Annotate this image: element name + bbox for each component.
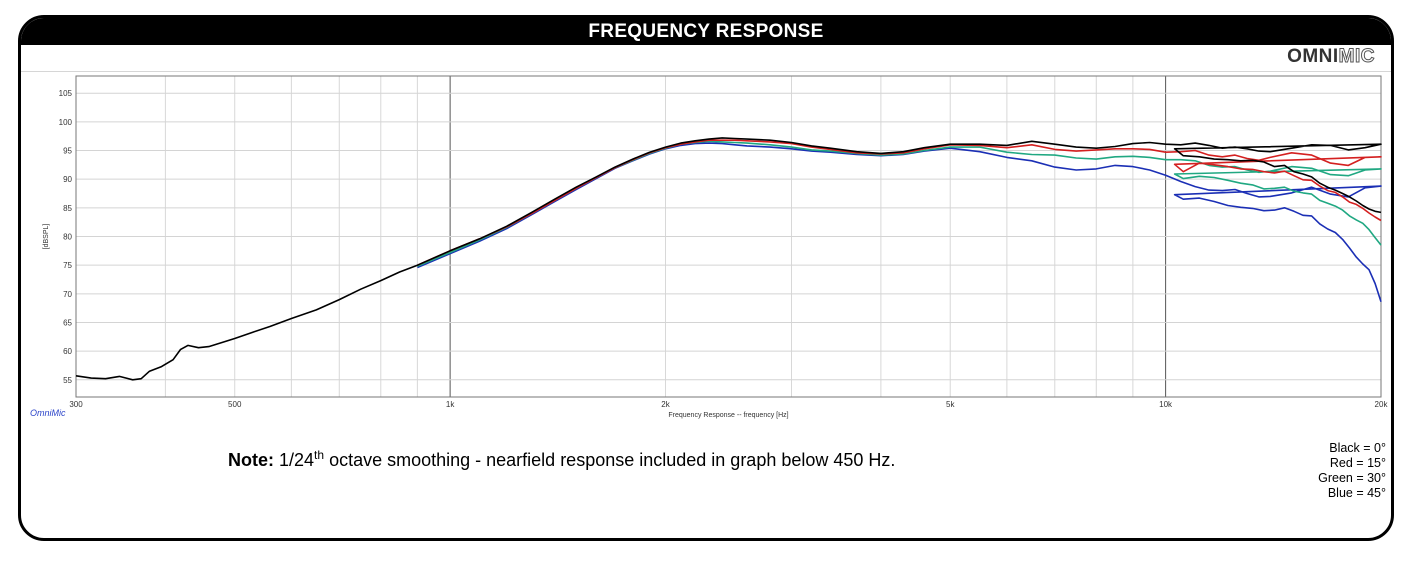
chart-title: FREQUENCY RESPONSE — [21, 18, 1391, 45]
x-tick-label: 5k — [946, 400, 955, 409]
omnimic-watermark: OmniMic — [30, 408, 66, 418]
x-tick-label: 20k — [1375, 400, 1389, 409]
y-tick-label: 95 — [63, 147, 72, 156]
legend-item-45: Blue = 45° — [1327, 486, 1386, 500]
series-line — [417, 142, 1382, 303]
x-axis-label: Frequency Response -- frequency [Hz] — [668, 412, 788, 419]
x-tick-label: 300 — [69, 400, 83, 409]
y-tick-label: 80 — [63, 233, 72, 242]
y-tick-label: 70 — [63, 290, 72, 299]
y-tick-label: 75 — [63, 261, 72, 270]
y-tick-label: 90 — [63, 175, 72, 184]
y-tick-label: 85 — [63, 204, 72, 213]
series-line — [75, 137, 1382, 381]
y-axis-label: [dBSPL] — [43, 224, 50, 250]
legend-item-30: Green = 30° — [1318, 471, 1386, 485]
smoothing-note: Note: 1/24th octave smoothing - nearfiel… — [228, 448, 896, 470]
y-tick-label: 60 — [63, 347, 72, 356]
brand-logo: OMNIMIC — [1287, 46, 1375, 68]
x-tick-label: 1k — [446, 400, 455, 409]
plot-border — [75, 75, 1382, 398]
y-tick-label: 55 — [63, 376, 72, 385]
x-tick-label: 2k — [661, 400, 670, 409]
x-tick-label: 10k — [1159, 400, 1173, 409]
series-line — [417, 139, 1382, 266]
y-tick-label: 105 — [59, 89, 73, 98]
y-tick-label: 100 — [59, 118, 73, 127]
legend-item-15: Red = 15° — [1329, 456, 1386, 470]
legend-item-0: Black = 0° — [1329, 441, 1386, 455]
x-tick-label: 500 — [228, 400, 242, 409]
brand-divider — [21, 71, 1391, 72]
y-tick-label: 65 — [63, 318, 72, 327]
angle-legend: Black = 0° Red = 15° Green = 30° Blue = … — [1318, 441, 1386, 501]
